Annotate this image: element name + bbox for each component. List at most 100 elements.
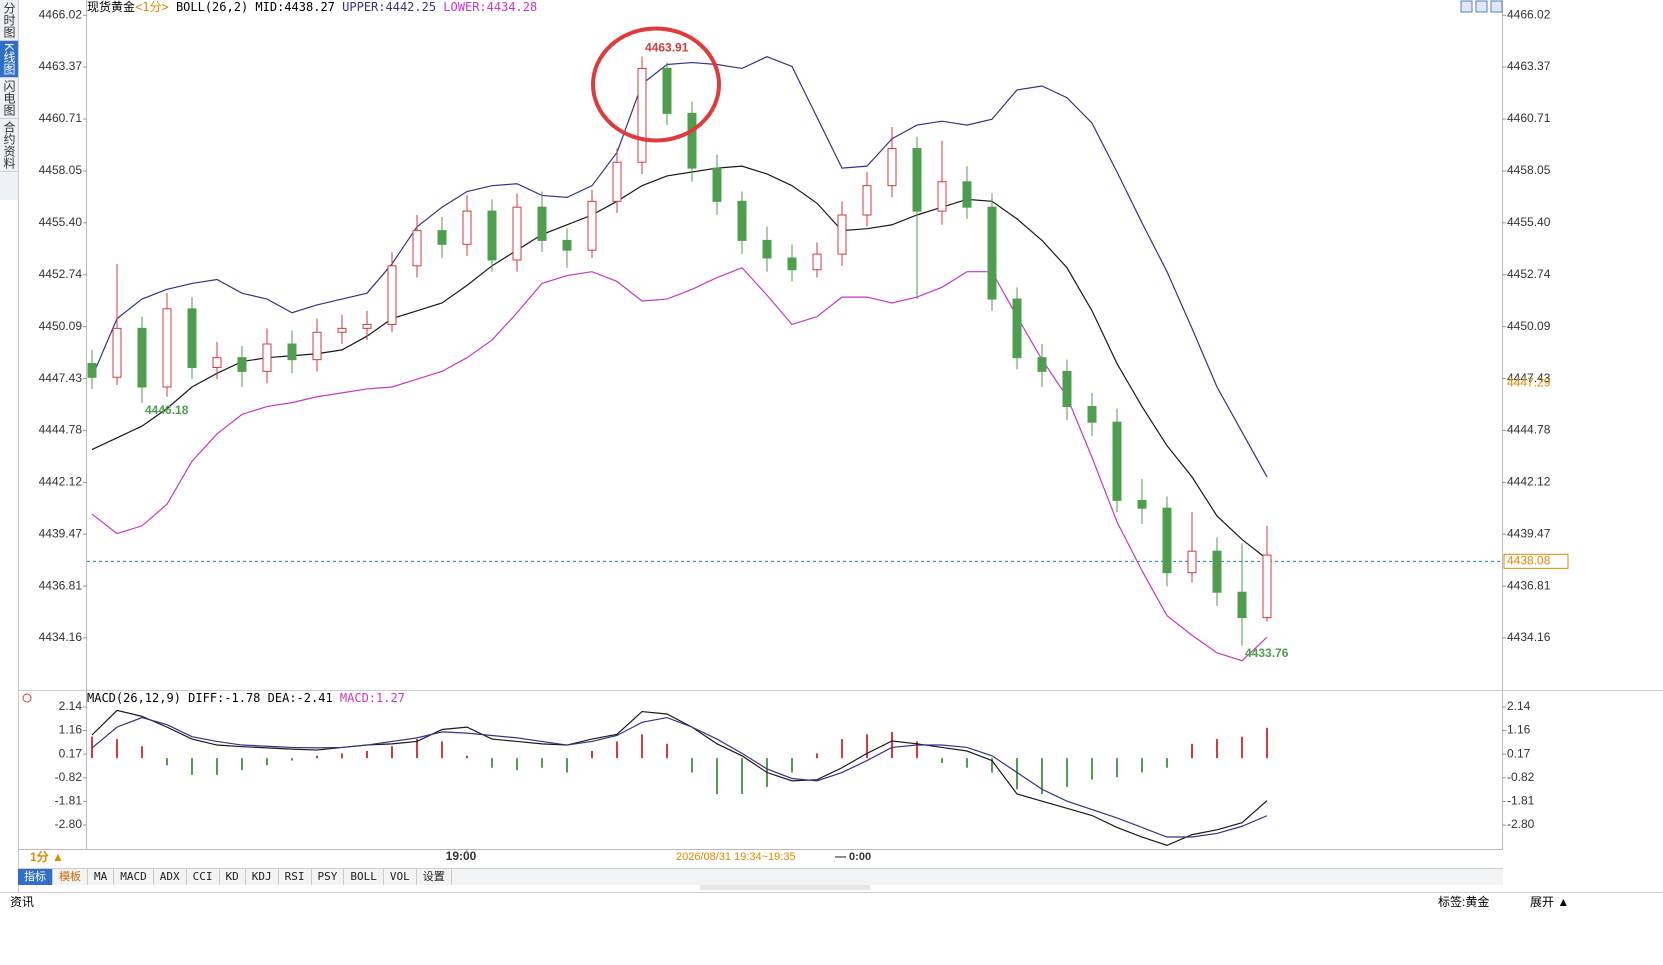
scrollbar[interactable] [700,884,870,890]
extreme-label: 4446.18 [145,403,189,417]
toolbar-tab[interactable]: 设置 [417,869,452,885]
candle-body [112,327,122,378]
boll-line [91,56,1268,478]
extreme-label: 4463.91 [645,41,689,55]
candle-body [1212,550,1222,593]
sidebar-tab[interactable]: K线图 [0,41,18,79]
candle-body [662,67,672,114]
candle-body [712,167,722,202]
candle-body [1162,507,1172,574]
y-tick-label-right: 4436.81 [1507,578,1551,592]
y-tick-label-right: 4447.43 [1507,371,1551,385]
y-tick-label-right: 4466.02 [1507,7,1551,21]
candle-body [937,181,947,212]
x-tick-label: 19:00 [446,849,477,863]
candle-body [1037,357,1047,372]
toolbar-tab[interactable]: RSI [279,869,312,885]
y-tick-label-right: 4444.78 [1507,423,1551,437]
candle-body [612,161,622,202]
y-tick-label: 4434.16 [39,630,83,644]
y-tick-label: 4455.40 [39,215,83,229]
y-tick-label-right: -1.81 [1507,794,1535,808]
price-label: 4438.08 [1507,554,1551,568]
y-tick-label-right: -0.82 [1507,770,1535,784]
toolbar-tab[interactable]: ADX [154,869,187,885]
toolbar-tab[interactable]: MA [88,869,115,885]
candle-body [637,67,647,163]
y-tick-label-right: 4442.12 [1507,475,1551,489]
sidebar-tab[interactable]: 分时图 [0,0,18,41]
toolbar-tab[interactable]: CCI [187,869,220,885]
candle-body [687,112,697,169]
macd-diff: DIFF:-1.78 [188,691,261,705]
candle-body [237,357,247,372]
y-tick-label: 4450.09 [39,319,83,333]
y-tick-label: 4439.47 [39,526,83,540]
period: <1分> [135,0,169,14]
candle-body [437,230,447,245]
toolbar-tab[interactable]: KDJ [246,869,279,885]
candle-body [1137,499,1147,509]
y-tick-label-right: 4450.09 [1507,319,1551,333]
macd-value: MACD:1.27 [339,691,405,705]
toolbar-icon[interactable] [1490,0,1503,13]
indicator-toolbar: 指标 模板 MA MACD ADX CCI KD KDJ RSI PSY BOLL VOL 设置 [18,868,1503,885]
y-tick-label-right: 0.17 [1507,746,1531,760]
candle-body [262,343,272,372]
y-tick-label: 4442.12 [39,475,83,489]
candle-body [1187,550,1197,574]
y-tick-label: 4452.74 [39,267,83,281]
candle-body [787,257,797,271]
diff-line [91,709,1268,847]
toolbar-tab[interactable]: 模板 [53,869,88,885]
candle-body [162,308,172,388]
time-end: — 0:00 [835,851,871,863]
period-button[interactable]: 1分 ▲ [30,849,64,864]
toolbar-tab[interactable]: VOL [384,869,417,885]
candle-body [812,253,822,271]
candle-body [287,343,297,361]
user-circle [591,26,721,143]
extreme-label: 4433.76 [1245,646,1289,660]
boll-line [91,267,1268,662]
y-tick-label: 4447.43 [39,371,83,385]
indicator: BOLL(26,2) [175,0,249,14]
y-tick-label: -1.81 [55,794,83,808]
y-tick-label: 0.17 [59,746,83,760]
expand-button[interactable]: 展开 ▲ [1530,895,1570,909]
dea-line [91,716,1268,838]
y-tick-label-right: 1.16 [1507,723,1531,737]
toolbar-icon[interactable] [1475,0,1488,13]
candle-body [962,181,972,208]
toolbar-tab[interactable]: KD [220,869,246,885]
y-tick-label: 4458.05 [39,163,83,177]
y-tick-label: -0.82 [55,770,83,784]
sidebar-tab[interactable]: 闪电图 [0,78,18,120]
toolbar-tab[interactable]: BOLL [344,869,384,885]
boll-lower: LOWER:4434.28 [443,0,538,14]
boll-mid: MID:4438.27 [255,0,335,14]
y-tick-label: -2.80 [55,817,83,831]
toolbar-icon[interactable] [1460,0,1473,13]
news-tab[interactable]: 资讯 [10,895,35,909]
price-label: 4447.29 [1507,376,1551,390]
toolbar-tab[interactable]: 指标 [18,869,53,885]
y-tick-label-right: 4463.37 [1507,59,1551,73]
macd-dea: DEA:-2.41 [267,691,333,705]
candle-body [587,200,597,251]
toolbar-tab[interactable]: MACD [114,869,154,885]
y-tick-label-right: 2.14 [1507,699,1531,713]
toolbar-tab[interactable]: PSY [312,869,345,885]
candle-body [387,265,397,325]
candle-body [1062,370,1072,408]
candle-body [87,363,97,378]
candle-body [537,206,547,241]
candle-body [212,357,222,368]
settings-icon[interactable] [22,693,32,703]
candle-body [312,331,322,361]
y-tick-label: 1.16 [59,723,83,737]
y-tick-label-right: 4434.16 [1507,630,1551,644]
sidebar-tab[interactable]: 合约资料 [0,119,18,173]
